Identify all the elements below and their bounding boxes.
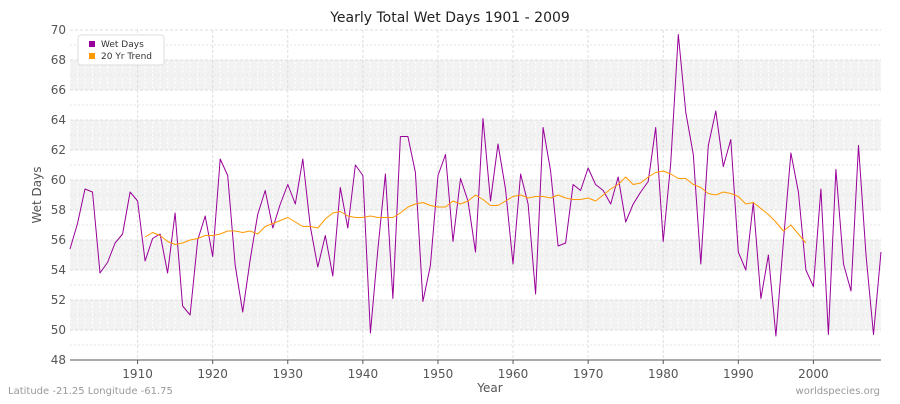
legend-label-trend: 20 Yr Trend	[101, 52, 152, 62]
trend-line	[144, 170, 807, 245]
x-tick-label: 1920	[197, 367, 228, 381]
y-tick-label: 62	[51, 143, 66, 157]
legend-box	[77, 34, 165, 66]
x-tick-label: 1980	[648, 367, 679, 381]
y-tick-label: 50	[51, 323, 66, 337]
wet-days-line	[69, 34, 882, 337]
y-tick-labels: 48 50 52 54 56 58 60 62 64 66 68 70	[51, 23, 66, 367]
y-tick-label: 48	[51, 353, 66, 367]
x-tick-label: 1910	[122, 367, 153, 381]
y-tick-label: 64	[51, 113, 66, 127]
y-tick-label: 70	[51, 23, 66, 37]
footer-location: Latitude -21.25 Longitude -61.75	[8, 386, 173, 397]
footer-source: worldspecies.org	[796, 386, 880, 397]
x-tick-labels: 1910 1920 1930 1940 1950 1960 1970 1980 1990 2000	[122, 360, 829, 381]
y-tick-label: 56	[51, 233, 66, 247]
x-tick-label: 1970	[573, 367, 604, 381]
legend-swatch-wet-days	[89, 41, 95, 47]
y-tick-label: 54	[51, 263, 66, 277]
y-tick-label: 52	[51, 293, 66, 307]
x-tick-label: 2000	[798, 367, 829, 381]
x-tick-label: 1950	[423, 367, 454, 381]
x-tick-label: 1990	[723, 367, 754, 381]
y-tick-label: 60	[51, 173, 66, 187]
major-gridlines	[70, 29, 881, 361]
legend-swatch-trend	[89, 53, 95, 59]
y-tick-label: 68	[51, 53, 66, 67]
y-axis-label: Wet Days	[30, 166, 44, 223]
legend: Wet Days 20 Yr Trend	[77, 34, 165, 66]
x-tick-label: 1930	[272, 367, 303, 381]
chart-title: Yearly Total Wet Days 1901 - 2009	[329, 10, 570, 26]
legend-label-wet-days: Wet Days	[101, 40, 144, 50]
x-axis-label: Year	[476, 381, 502, 395]
series-layer	[69, 34, 882, 337]
x-tick-label: 1940	[348, 367, 379, 381]
y-tick-label: 66	[51, 83, 66, 97]
y-tick-label: 58	[51, 203, 66, 217]
x-tick-label: 1960	[498, 367, 529, 381]
